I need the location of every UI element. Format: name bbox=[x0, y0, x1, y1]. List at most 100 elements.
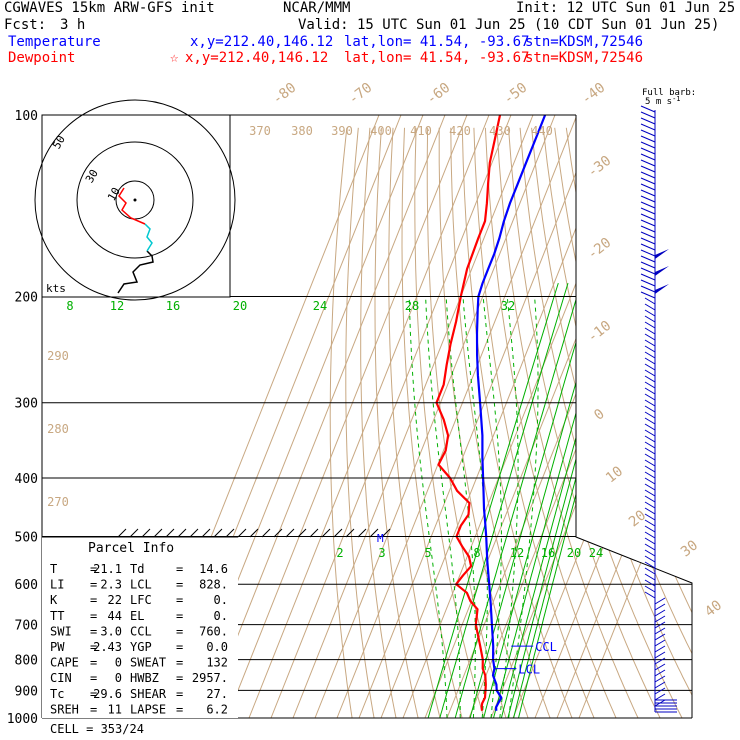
isotherm-label: 30 bbox=[678, 537, 701, 560]
wind-barb bbox=[644, 537, 656, 545]
wind-barb bbox=[644, 519, 656, 527]
parcel-param-value: 0 bbox=[115, 671, 122, 685]
wind-barb bbox=[644, 405, 656, 413]
isotherm-line bbox=[380, 115, 622, 718]
level-hatch-mark bbox=[297, 528, 307, 538]
wind-barb bbox=[640, 141, 656, 149]
wind-barb bbox=[640, 243, 656, 251]
org-label: NCAR/MMM bbox=[283, 0, 351, 16]
temperature-legend-name: Temperature bbox=[8, 34, 101, 50]
level-hatch-mark bbox=[177, 528, 187, 538]
wind-barb bbox=[640, 153, 656, 161]
parcel-param-equals: = bbox=[176, 656, 183, 670]
fcst-value: 3 h bbox=[60, 17, 86, 33]
level-hatch-mark bbox=[213, 528, 223, 538]
parcel-param-label: TT bbox=[50, 609, 64, 623]
wind-barb bbox=[644, 561, 656, 569]
theta-label: 410 bbox=[410, 124, 432, 138]
parcel-param-equals: = bbox=[176, 578, 183, 592]
parcel-param-equals: = bbox=[90, 656, 97, 670]
dewpoint-legend-latlon: lat,lon= 41.54, -93.67 bbox=[344, 50, 530, 66]
parcel-param-equals: = bbox=[90, 687, 97, 701]
parcel-info-panel bbox=[42, 536, 238, 718]
wind-barb bbox=[644, 309, 656, 317]
parcel-param-value: 760. bbox=[199, 624, 228, 638]
mixing-ratio-line bbox=[427, 282, 559, 718]
wind-barb bbox=[644, 579, 656, 587]
isotherm-line bbox=[468, 115, 692, 718]
mixing-ratio-line bbox=[493, 282, 614, 718]
parcel-param-value: 44 bbox=[108, 609, 122, 623]
wind-barb bbox=[640, 255, 656, 263]
wind-barb bbox=[654, 627, 666, 635]
wind-barb bbox=[654, 609, 666, 617]
dewpoint-legend-star-icon: ☆ bbox=[170, 50, 179, 66]
parcel-param-label: Td bbox=[130, 562, 144, 576]
wind-barb bbox=[644, 453, 656, 461]
mixing-ratio-label: 2 bbox=[336, 546, 343, 560]
wind-barb bbox=[640, 129, 656, 137]
parcel-param-value: 0 bbox=[115, 656, 122, 670]
parcel-param-label: CAPE bbox=[50, 656, 79, 670]
wind-barb bbox=[644, 315, 656, 323]
mixing-ratio-label: 24 bbox=[313, 299, 327, 313]
wind-barb bbox=[644, 441, 656, 449]
wind-barb bbox=[644, 327, 656, 335]
wind-barb-pennant bbox=[655, 249, 669, 259]
pressure-tick-label: 600 bbox=[15, 578, 38, 593]
isotherm-line bbox=[446, 115, 688, 718]
wind-barb bbox=[654, 597, 666, 605]
parcel-param-equals: = bbox=[176, 671, 183, 685]
pressure-tick-label: 500 bbox=[15, 530, 38, 545]
dry-adiabat-line bbox=[414, 127, 489, 718]
isotherm-line bbox=[270, 115, 512, 718]
level-hatch-mark bbox=[249, 528, 259, 538]
wind-barb bbox=[644, 429, 656, 437]
wind-barb bbox=[644, 297, 656, 305]
wind-barb bbox=[644, 357, 656, 365]
wind-barb bbox=[640, 285, 656, 293]
level-hatch-mark bbox=[261, 528, 271, 538]
parcel-param-label: EL bbox=[130, 609, 144, 623]
ccl-marker-label: CCL bbox=[535, 640, 557, 654]
isotherm-label: -20 bbox=[585, 235, 615, 263]
wind-barb bbox=[654, 603, 666, 611]
parcel-info-title: Parcel Info bbox=[88, 541, 174, 556]
lcl-marker-label: LCL bbox=[518, 663, 540, 677]
wind-barb bbox=[644, 423, 656, 431]
parcel-param-equals: = bbox=[90, 671, 97, 685]
hodograph-ring-label: 10 bbox=[105, 185, 123, 203]
temperature-legend-latlon: lat,lon= 41.54, -93.67 bbox=[344, 34, 530, 50]
theta-label: 370 bbox=[249, 124, 271, 138]
hodograph-center bbox=[133, 198, 137, 202]
parcel-param-value: 3.0 bbox=[100, 624, 122, 638]
wind-barb bbox=[644, 489, 656, 497]
wind-barb bbox=[640, 231, 656, 239]
wind-barb bbox=[644, 333, 656, 341]
mixing-ratio-line bbox=[469, 282, 594, 718]
level-hatch-mark bbox=[381, 528, 391, 538]
parcel-param-label: PW bbox=[50, 640, 65, 654]
wind-barb bbox=[640, 213, 656, 221]
dry-adiabat-line bbox=[600, 127, 692, 718]
dry-adiabat-line bbox=[496, 127, 645, 718]
dry-adiabat-line bbox=[438, 127, 534, 718]
wind-barb bbox=[640, 147, 656, 155]
wind-barb bbox=[644, 303, 656, 311]
dry-adiabat-line bbox=[531, 127, 692, 718]
moist-adiabat-line bbox=[425, 296, 461, 718]
parcel-param-value: 0. bbox=[214, 609, 228, 623]
wind-barb bbox=[640, 117, 656, 125]
wind-barb bbox=[644, 345, 656, 353]
wind-barb bbox=[654, 651, 666, 659]
isotherm-label: 10 bbox=[603, 463, 626, 486]
theta-label: 440 bbox=[531, 124, 553, 138]
wind-barb bbox=[640, 195, 656, 203]
hodograph-unit-label: kts bbox=[46, 282, 66, 295]
wind-barb bbox=[640, 267, 656, 275]
theta-label: 390 bbox=[331, 124, 353, 138]
parcel-param-equals: = bbox=[90, 562, 97, 576]
isotherm-line bbox=[358, 115, 600, 718]
wind-barb bbox=[644, 573, 656, 581]
